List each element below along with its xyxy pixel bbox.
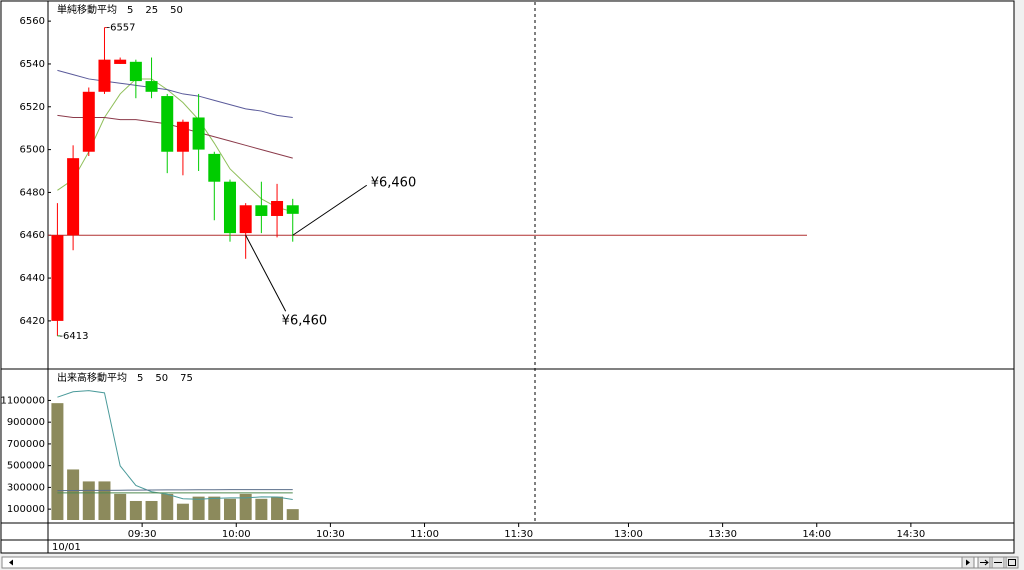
moving-average-line — [57, 69, 293, 118]
moving-average-line — [57, 489, 293, 492]
x-tick-label: 11:00 — [410, 529, 439, 540]
y-tick-label: 1100000 — [0, 395, 45, 406]
y-tick-label: 6460 — [20, 230, 45, 241]
scroll-track[interactable] — [1, 556, 1019, 569]
volume-bar — [98, 481, 111, 520]
candle-body — [98, 59, 111, 92]
volume-bar — [82, 481, 95, 520]
volume-bar — [51, 403, 64, 520]
legend-entry: 50 — [170, 5, 183, 16]
y-tick-label: 6560 — [20, 16, 45, 27]
y-tick-label: 6440 — [20, 273, 45, 284]
x-tick-label: 10:30 — [316, 529, 345, 540]
candle-body — [208, 153, 221, 182]
volume-bar — [271, 496, 284, 520]
x-tick-label: 14:30 — [896, 529, 925, 540]
candle-body — [176, 121, 189, 152]
candle-body — [192, 117, 205, 150]
annotation-label: ¥6,460 — [371, 176, 417, 191]
extreme-label: -6413 — [59, 331, 88, 342]
legend-entry: 5 — [127, 5, 133, 16]
candle-body — [223, 181, 236, 234]
y-tick-label: 6420 — [20, 316, 45, 327]
volume-bar — [129, 500, 142, 520]
extreme-label: -6557 — [106, 23, 135, 34]
moving-average-line — [57, 114, 293, 159]
volume-bar — [192, 496, 205, 520]
candle-body — [51, 235, 64, 321]
scroll-right[interactable] — [966, 559, 970, 566]
annotation-label: ¥6,460 — [282, 314, 328, 329]
y-tick-label: 500000 — [7, 461, 45, 472]
volume-bar — [176, 503, 189, 520]
volume-bar — [67, 469, 80, 520]
x-tick-label: 14:00 — [802, 529, 831, 540]
candle-body — [145, 81, 158, 92]
legend-entry: 5 — [137, 373, 143, 384]
volume-bar — [145, 500, 158, 520]
y-tick-label: 300000 — [7, 482, 45, 493]
volume-bar — [286, 509, 299, 520]
moving-average-line — [57, 390, 293, 500]
annotation-leader — [292, 184, 368, 236]
volume-bar — [161, 493, 174, 520]
volume-bar — [239, 493, 252, 520]
legend-title: 単純移動平均 — [57, 3, 117, 16]
scrollbar[interactable] — [1, 556, 1019, 569]
y-tick-label: 6540 — [20, 59, 45, 70]
y-tick-label: 6480 — [20, 187, 45, 198]
y-tick-label: 700000 — [7, 439, 45, 450]
zoom-in-button[interactable] — [1005, 556, 1019, 569]
candle-body — [67, 158, 80, 236]
volume-bar — [114, 493, 127, 520]
legend-title: 出来高移動平均 — [57, 371, 127, 384]
y-tick-label: 6520 — [20, 102, 45, 113]
y-tick-label: 6500 — [20, 145, 45, 156]
candle-body — [239, 205, 252, 234]
candle-body — [255, 205, 268, 216]
zoom-in-icon[interactable] — [1008, 559, 1016, 566]
legend-entry: 25 — [145, 5, 158, 16]
legend-entry: 75 — [180, 373, 193, 384]
candle-body — [271, 200, 284, 216]
annotation-leader — [245, 235, 287, 312]
candle-body — [82, 91, 95, 152]
volume-bar — [255, 498, 268, 520]
y-tick-label: 900000 — [7, 417, 45, 428]
legend-entry: 50 — [155, 373, 168, 384]
date-label: 10/01 — [52, 542, 81, 553]
x-tick-label: 11:30 — [504, 529, 533, 540]
scroll-left[interactable] — [9, 559, 13, 566]
x-tick-label: 13:00 — [614, 529, 643, 540]
frame — [0, 0, 1015, 554]
candle-body — [161, 96, 174, 152]
x-tick-label: 13:30 — [708, 529, 737, 540]
candle-body — [286, 205, 299, 214]
volume-bar — [223, 498, 236, 520]
moving-average-line — [57, 78, 293, 213]
x-tick-label: 09:30 — [128, 529, 157, 540]
candle-body — [114, 59, 127, 64]
jump-icon[interactable] — [980, 559, 989, 566]
x-tick-label: 10:00 — [222, 529, 251, 540]
volume-bar — [208, 496, 221, 520]
candle-body — [129, 61, 142, 82]
y-tick-label: 100000 — [7, 504, 45, 515]
